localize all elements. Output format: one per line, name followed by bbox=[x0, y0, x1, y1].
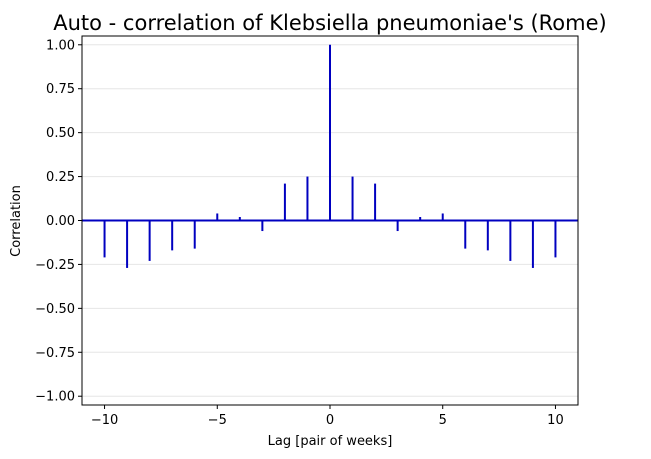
x-axis: −10 −5 0 5 10 bbox=[91, 405, 564, 428]
y-tick-label: −0.25 bbox=[35, 258, 75, 273]
x-tick-label: 0 bbox=[326, 413, 334, 428]
y-tick-label: 0.75 bbox=[46, 82, 75, 97]
y-tick-label: 0.25 bbox=[46, 170, 75, 185]
y-tick-label: −0.50 bbox=[35, 302, 75, 317]
y-tick-label: 1.00 bbox=[46, 38, 75, 53]
y-tick-label: 0.50 bbox=[46, 126, 75, 141]
x-tick-label: 10 bbox=[547, 413, 564, 428]
x-tick-label: −5 bbox=[208, 413, 227, 428]
x-axis-label: Lag [pair of weeks] bbox=[268, 434, 393, 449]
y-tick-label: −1.00 bbox=[35, 390, 75, 405]
y-axis-label: Correlation bbox=[9, 185, 24, 257]
x-tick-label: 5 bbox=[439, 413, 447, 428]
y-tick-label: −0.75 bbox=[35, 346, 75, 361]
y-axis: −1.00 −0.75 −0.50 −0.25 0.00 0.25 0.50 0.75 1.00 bbox=[35, 38, 82, 405]
x-tick-label: −10 bbox=[91, 413, 118, 428]
stems bbox=[103, 44, 557, 268]
y-tick-label: 0.00 bbox=[46, 214, 75, 229]
chart-title: Auto - correlation of Klebsiella pneumon… bbox=[53, 11, 606, 35]
